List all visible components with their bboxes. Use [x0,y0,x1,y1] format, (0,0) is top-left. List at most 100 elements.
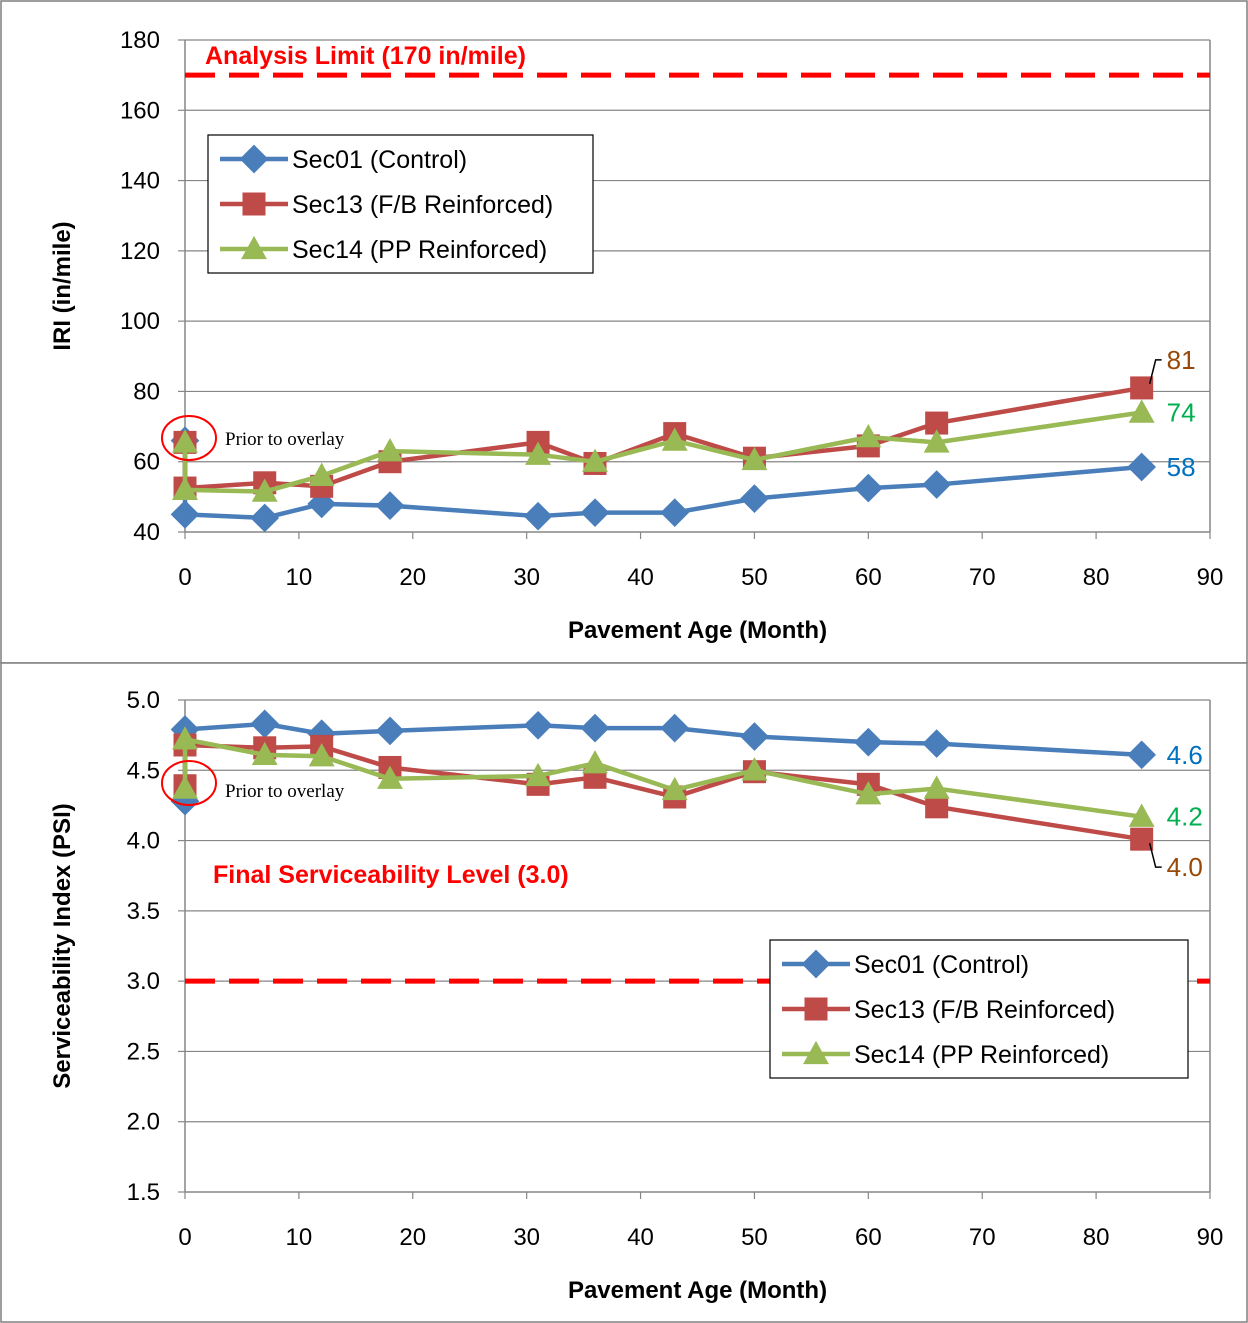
sec01-marker [523,501,553,531]
psi-y-axis-title: Serviceability Index (PSI) [49,803,76,1088]
y-tick-label: 5.0 [127,687,160,714]
sec01-marker [523,710,553,740]
x-tick-label: 90 [1197,564,1224,591]
sec14-marker [661,427,688,451]
sec14-marker [582,750,608,774]
y-tick-label: 4.5 [127,757,160,784]
sec13-marker [1130,376,1154,400]
sec01-marker [239,144,269,174]
y-tick-label: 40 [133,519,160,546]
sec14-marker [855,423,882,448]
sec14-marker [172,429,198,453]
sec14-marker [803,1040,829,1065]
y-tick-label: 160 [120,97,160,124]
psi-final-serviceability-level: Final Serviceability Level (3.0) [185,861,1210,984]
sec13-end-label: 4.0 [1167,852,1203,882]
sec14-marker [172,775,198,799]
sec14-marker [308,462,335,486]
sec13-marker [242,192,266,216]
sec01-marker [922,729,952,758]
psi-series: 4.6 4.0 4.2 [170,709,1203,882]
iri-axis-titles: Pavement Age (Month) IRI (in/mile) [49,221,827,644]
sec01-marker [660,498,690,528]
sec01-marker [740,722,769,751]
sec14-marker [741,757,768,781]
legend-sec01-label: Sec01 (Control) [854,951,1029,979]
sec14-marker [582,448,608,472]
psi-prior-to-overlay-note: Prior to overlay [225,781,345,802]
x-tick-label: 40 [627,564,654,591]
psi-annotation: Prior to overlay [161,760,345,806]
x-tick-label: 0 [178,564,191,591]
iri-y-axis-title: IRI (in/mile) [49,221,76,350]
iri-axes: 40 60 80 100 120 140 160 180 0 10 20 30 40 50 60 70 80 90 [120,27,1223,591]
legend-sec01-label: Sec01 (Control) [292,146,467,174]
iri-prior-to-overlay-note: Prior to overlay [225,429,345,450]
sec01-marker [250,503,280,533]
x-tick-label: 20 [399,564,426,591]
legend-sec13-label: Sec13 (F/B Reinforced) [292,191,553,219]
sec13-label-leader [1148,359,1162,385]
analysis-limit-label: Analysis Limit (170 in/mile) [205,42,526,70]
x-tick-label: 60 [855,1224,882,1251]
iri-series: 58 81 74 [170,345,1196,533]
y-tick-label: 1.5 [127,1179,160,1206]
sec14-marker [251,478,278,502]
sec01-marker [170,500,200,529]
legend-sec14-label: Sec14 (PP Reinforced) [292,236,547,264]
y-tick-label: 100 [120,308,160,335]
sec01-end-label: 58 [1167,452,1196,482]
x-tick-label: 0 [178,1224,191,1251]
x-tick-label: 70 [969,1224,996,1251]
iri-annotation: Prior to overlay [161,415,345,461]
sec14-marker [308,743,335,767]
x-tick-label: 50 [741,564,768,591]
x-tick-label: 80 [1083,564,1110,591]
sec14-marker [741,446,768,471]
x-tick-label: 10 [286,1224,313,1251]
sec14-marker [377,765,403,789]
sec13-marker [925,795,949,819]
sec14-marker [661,776,688,801]
iri-x-axis-title: Pavement Age (Month) [568,617,827,644]
sec14-marker [241,235,267,260]
x-tick-label: 90 [1197,1224,1224,1251]
x-tick-label: 10 [286,564,313,591]
sec14-marker [251,741,278,766]
sec13-marker [1130,827,1154,851]
y-tick-label: 3.5 [127,898,160,925]
x-tick-label: 50 [741,1224,768,1251]
sec01-marker [375,716,405,746]
y-tick-label: 4.0 [127,828,160,855]
x-tick-label: 30 [513,1224,540,1251]
y-tick-label: 80 [133,378,160,405]
final-serviceability-label: Final Serviceability Level (3.0) [213,861,569,889]
sec01-end-label: 4.6 [1167,740,1203,770]
sec14-marker [525,441,552,465]
sec14-marker [1128,399,1155,423]
sec14-marker [923,429,950,453]
y-tick-label: 2.0 [127,1109,160,1136]
sec14-marker [172,726,198,750]
top-panel-frame [0,0,1248,664]
sec14-marker [172,476,198,501]
sec01-marker [853,473,883,503]
prior-overlay-circle [161,760,217,806]
sec14-marker [1128,803,1155,827]
iri-legend: Sec01 (Control) Sec13 (F/B Reinforced) Sec… [207,134,594,274]
x-tick-label: 70 [969,564,996,591]
legend-sec14-label: Sec14 (PP Reinforced) [854,1041,1109,1069]
y-tick-label: 120 [120,238,160,265]
legend-sec13-label: Sec13 (F/B Reinforced) [854,996,1115,1024]
sec13-label-leader [1148,842,1162,868]
psi-x-axis-title: Pavement Age (Month) [568,1277,827,1304]
sec14-end-label: 4.2 [1167,802,1203,832]
sec01-marker [1127,740,1157,770]
x-tick-label: 40 [627,1224,654,1251]
y-tick-label: 140 [120,168,160,195]
sec14-marker [525,762,552,787]
x-tick-label: 20 [399,1224,426,1251]
sec14-line [182,410,1142,494]
y-tick-label: 3.0 [127,968,160,995]
prior-overlay-circle [161,415,217,461]
